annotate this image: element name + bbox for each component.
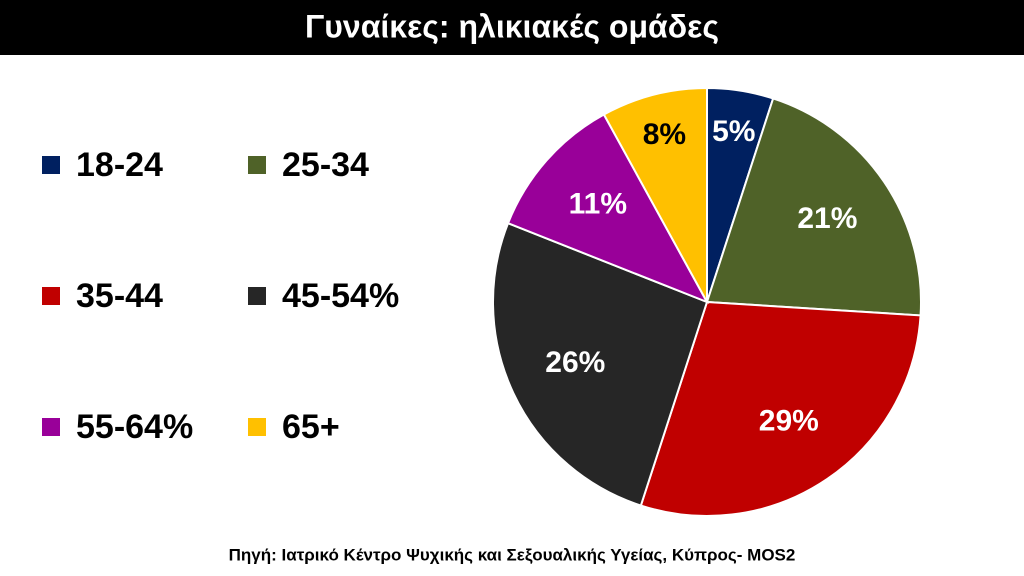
data-label: 26%: [545, 346, 605, 379]
legend-swatch: [42, 156, 60, 174]
data-label: 8%: [643, 118, 686, 151]
legend-label: 25-34: [282, 146, 369, 184]
legend-label: 45-54%: [282, 277, 399, 315]
legend-swatch: [42, 418, 60, 436]
title-bar: [0, 0, 1024, 55]
data-label: 21%: [797, 202, 857, 235]
pie-slice: [705, 97, 922, 317]
legend-label: 55-64%: [76, 408, 193, 446]
legend-label: 18-24: [76, 146, 163, 184]
pie-slice: [602, 86, 708, 303]
legend-label: 65+: [282, 408, 340, 446]
pie-slice: [492, 221, 709, 507]
pie-slice: [639, 300, 922, 517]
data-label: 11%: [569, 188, 627, 221]
data-label: 5%: [712, 115, 755, 148]
legend-swatch: [42, 287, 60, 305]
legend-swatch: [248, 156, 266, 174]
data-label: 29%: [759, 404, 819, 437]
legend-swatch: [248, 418, 266, 436]
legend-swatch: [248, 287, 266, 305]
source-note: Πηγή: Ιατρικό Κέντρο Ψυχικής και Σεξουαλ…: [229, 545, 796, 564]
chart-title: Γυναίκες: ηλικιακές ομάδες: [305, 8, 719, 44]
pie-slice: [506, 113, 710, 304]
legend-label: 35-44: [76, 277, 163, 315]
